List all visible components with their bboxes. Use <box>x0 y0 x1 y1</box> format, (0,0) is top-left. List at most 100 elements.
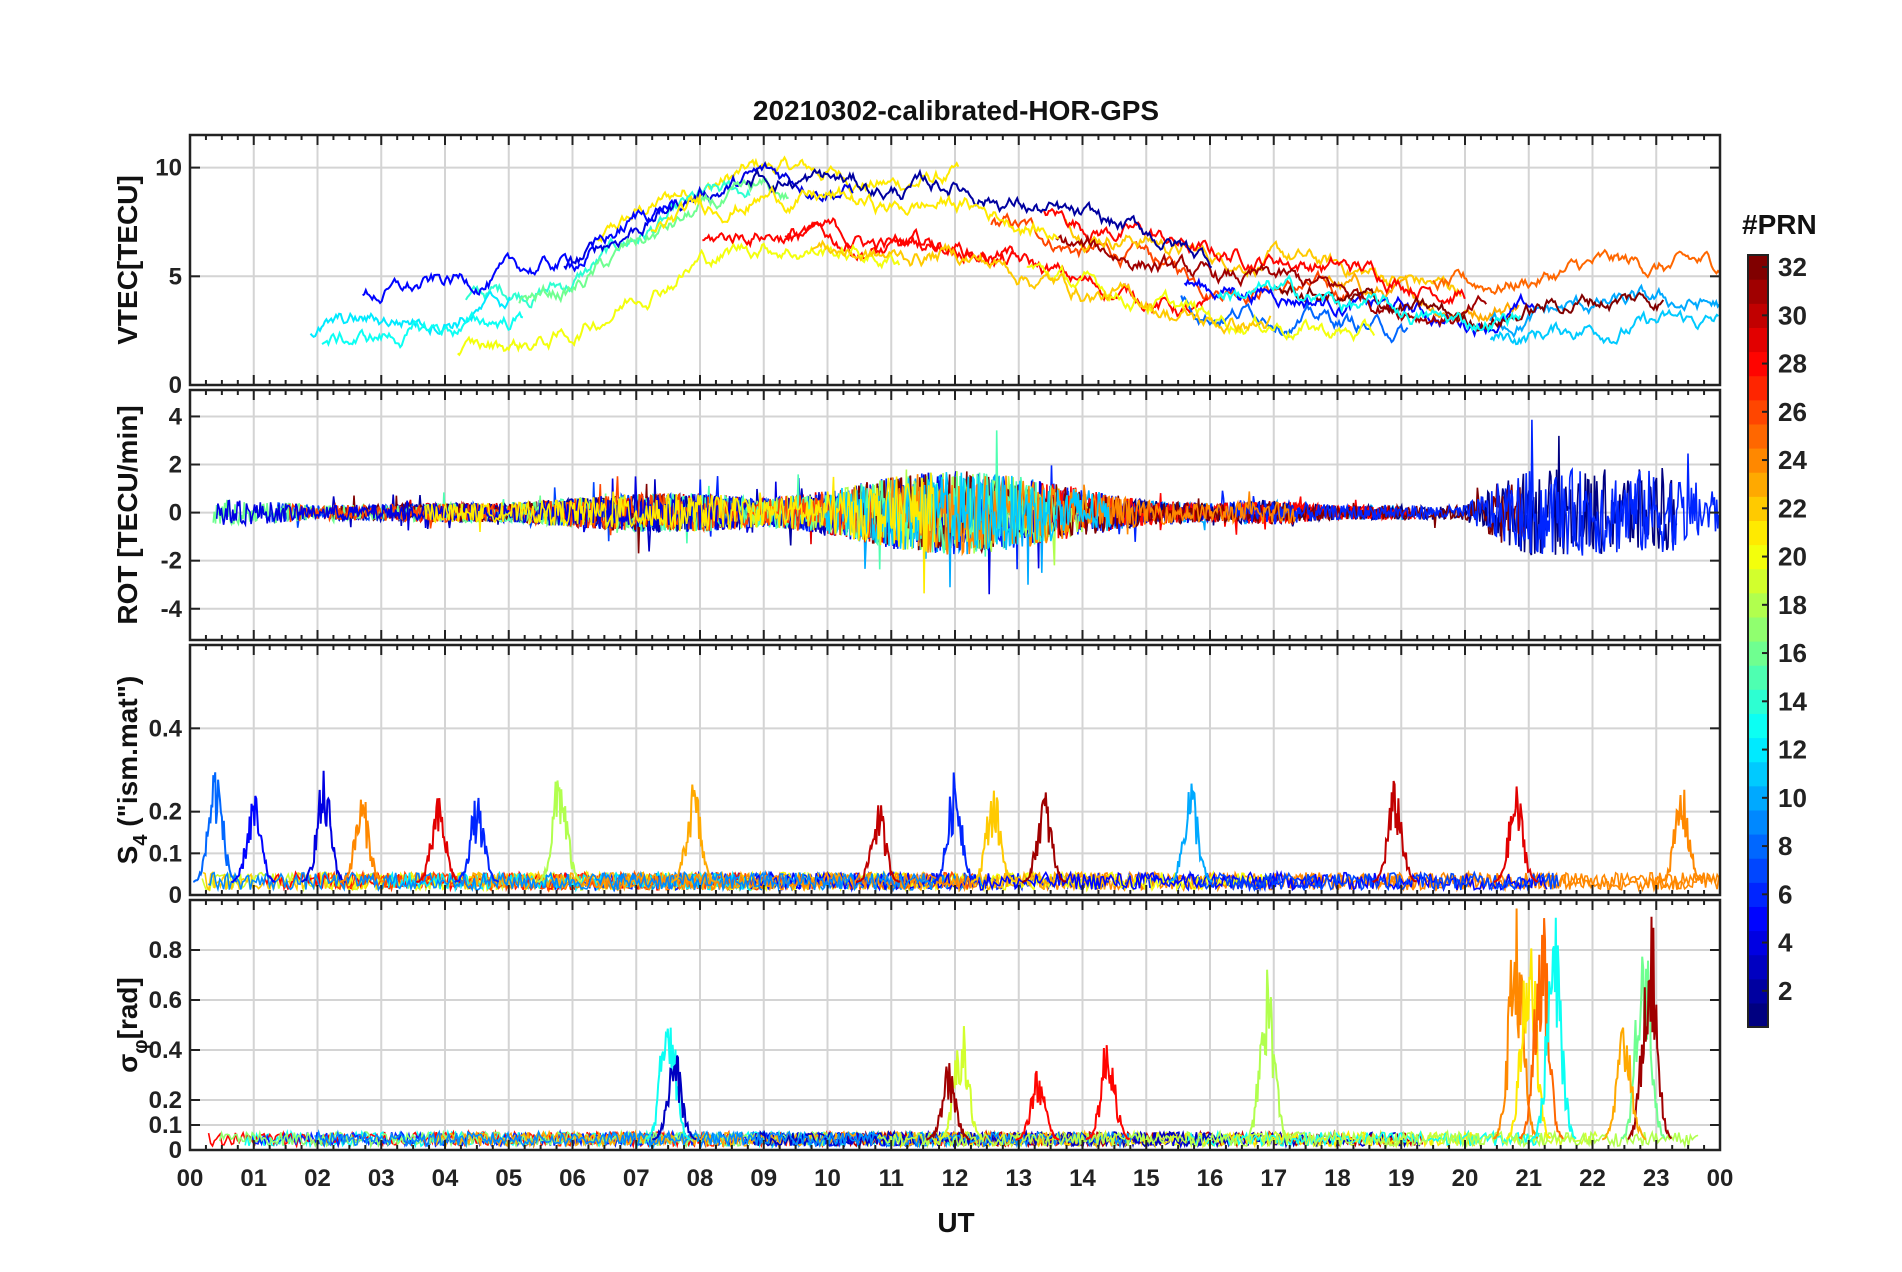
colorbar-band-prn-25 <box>1748 423 1768 449</box>
colorbar-frame <box>1747 254 1769 1028</box>
vtec-track-prn-21 <box>597 155 960 244</box>
y-tick-label: 0 <box>169 882 182 909</box>
x-axis-label: UT <box>937 1207 974 1238</box>
colorbar-band-prn-5 <box>1748 906 1768 932</box>
vtec-track-prn-13 <box>1216 274 1522 334</box>
colorbar-tick-label: 20 <box>1778 542 1807 572</box>
s4-baseline-prn-7 <box>1198 870 1560 893</box>
y-axis-label-rot: ROT [TECU/min] <box>112 405 143 624</box>
vtec-track-prn-28 <box>702 217 1015 265</box>
colorbar-band-prn-9 <box>1748 809 1768 835</box>
x-tick-label: 15 <box>1133 1165 1160 1192</box>
grid-vtec <box>189 135 1721 386</box>
colorbar-band-prn-18 <box>1748 592 1768 618</box>
x-tick-label: 05 <box>495 1165 522 1192</box>
x-tick-label: 22 <box>1579 1165 1606 1192</box>
sigma-burst-prn-19 <box>939 1026 984 1141</box>
colorbar-band-prn-29 <box>1748 327 1768 353</box>
series-rot <box>212 419 1720 595</box>
vtec-track-prn-20 <box>457 242 901 357</box>
x-tick-label: 17 <box>1260 1165 1287 1192</box>
vtec-track-prn-10 <box>1489 283 1720 339</box>
x-tick-label: 19 <box>1388 1165 1415 1192</box>
series-sigma <box>207 908 1699 1150</box>
ticks-vtec: 0 5 10 <box>155 135 1721 399</box>
colorbar-tick-label: 10 <box>1778 783 1807 813</box>
x-tick-label: 04 <box>432 1165 459 1192</box>
vtec-track-prn-25 <box>1432 248 1720 296</box>
series-vtec <box>309 155 1720 357</box>
colorbar-band-prn-3 <box>1748 954 1768 980</box>
colorbar-band-prn-22 <box>1748 496 1768 521</box>
ticks-s4: 0 0.1 0.2 0.4 <box>149 645 1721 909</box>
vtec-track-prn-5 <box>362 198 676 305</box>
y-tick-label: 2 <box>169 452 182 479</box>
colorbar-band-prn-24 <box>1748 448 1768 473</box>
chart-title: 20210302-calibrated-HOR-GPS <box>753 95 1159 126</box>
vtec-track-prn-26 <box>990 212 1351 307</box>
sigma-burst-prn-13 <box>1531 917 1577 1140</box>
y-label-rest: [rad] <box>112 977 143 1039</box>
y-axis-label-sigma: σφ[rad] <box>112 977 152 1073</box>
rot-track-prn-11 <box>825 472 1112 555</box>
s4-burst-prn-24 <box>1659 789 1704 883</box>
sigma-burst-prn-21 <box>1505 948 1552 1140</box>
x-tick-label: 00 <box>177 1165 204 1192</box>
colorbar-band-prn-27 <box>1748 375 1768 401</box>
s4-burst-prn-5 <box>231 795 276 883</box>
colorbar-band-prn-11 <box>1748 761 1768 787</box>
ticks-sigma: 00.10.2 0.4 0.6 0.8 <box>149 900 1721 1164</box>
s4-burst-prn-30 <box>1372 780 1418 883</box>
y-tick-label: 0.2 <box>149 1087 182 1114</box>
colorbar-band-prn-15 <box>1748 665 1768 690</box>
sigma-burst-prn-31 <box>1627 916 1673 1140</box>
vtec-track-prn-28 <box>1043 207 1466 306</box>
x-tick-label: 07 <box>623 1165 650 1192</box>
colorbar-band-prn-1 <box>1748 1002 1768 1028</box>
panel-rot: -4 -2 0 2 4 ROT [TECU/min] <box>112 388 1722 642</box>
y-tick-label: 0.4 <box>149 1037 183 1064</box>
x-tick-label: 12 <box>942 1165 969 1192</box>
colorbar-band-prn-23 <box>1748 472 1768 497</box>
vtec-track-prn-13 <box>321 310 524 349</box>
y-tick-label: 0 <box>169 372 182 399</box>
s4-burst-prn-4 <box>301 770 346 883</box>
sigma-burst-prn-24 <box>1492 908 1539 1140</box>
colorbar-label: #PRN <box>1742 209 1817 240</box>
y-tick-label: 0 <box>169 1137 182 1164</box>
y-tick-label: 0.4 <box>149 715 183 742</box>
sigma-burst-prn-23 <box>1601 1027 1647 1141</box>
x-tick-label: 02 <box>304 1165 331 1192</box>
colorbar-band-prn-4 <box>1748 930 1768 956</box>
x-tick-label: 16 <box>1197 1165 1224 1192</box>
grid-sigma <box>189 900 1721 1151</box>
s4-burst-prn-18 <box>536 780 583 883</box>
s4-burst-prn-22 <box>970 790 1016 883</box>
colorbar-tick-label: 6 <box>1778 879 1792 909</box>
colorbar-band-prn-19 <box>1748 568 1768 594</box>
y-axis-label-s4: S4 ("ism.mat") <box>112 676 152 865</box>
s4-burst-prn-6 <box>454 797 500 883</box>
y-label-rest: ("ism.mat") <box>112 676 143 835</box>
x-tick-labels: 00 01 02 03 04 05 06 07 08 09 10 11 12 13 14 15 16 17 18 19… <box>177 1165 1734 1192</box>
y-tick-label: 4 <box>169 403 183 430</box>
colorbar-band-prn-12 <box>1748 737 1768 763</box>
x-tick-label: 11 <box>879 1165 904 1192</box>
s4-burst-prn-31 <box>1021 792 1067 884</box>
colorbar-tick-label: 28 <box>1778 349 1807 379</box>
y-label-main: σ <box>112 1054 143 1073</box>
colorbar-band-prn-30 <box>1748 303 1768 328</box>
x-tick-label: 18 <box>1324 1165 1351 1192</box>
vtec-track-prn-20 <box>1026 261 1376 343</box>
sigma-burst-prn-31 <box>926 1063 971 1141</box>
y-label-sub: φ <box>130 1039 152 1053</box>
colorbar-tick-label: 14 <box>1778 686 1807 716</box>
vtec-track-prn-2 <box>745 168 1213 269</box>
colorbar-band-prn-7 <box>1748 858 1768 883</box>
x-tick-label: 00 <box>1707 1165 1734 1192</box>
colorbar-tick-label: 16 <box>1778 638 1807 668</box>
colorbar-tick-label: 30 <box>1778 300 1807 330</box>
vtec-track-prn-22 <box>810 239 1272 335</box>
y-tick-label: 0.8 <box>149 937 182 964</box>
